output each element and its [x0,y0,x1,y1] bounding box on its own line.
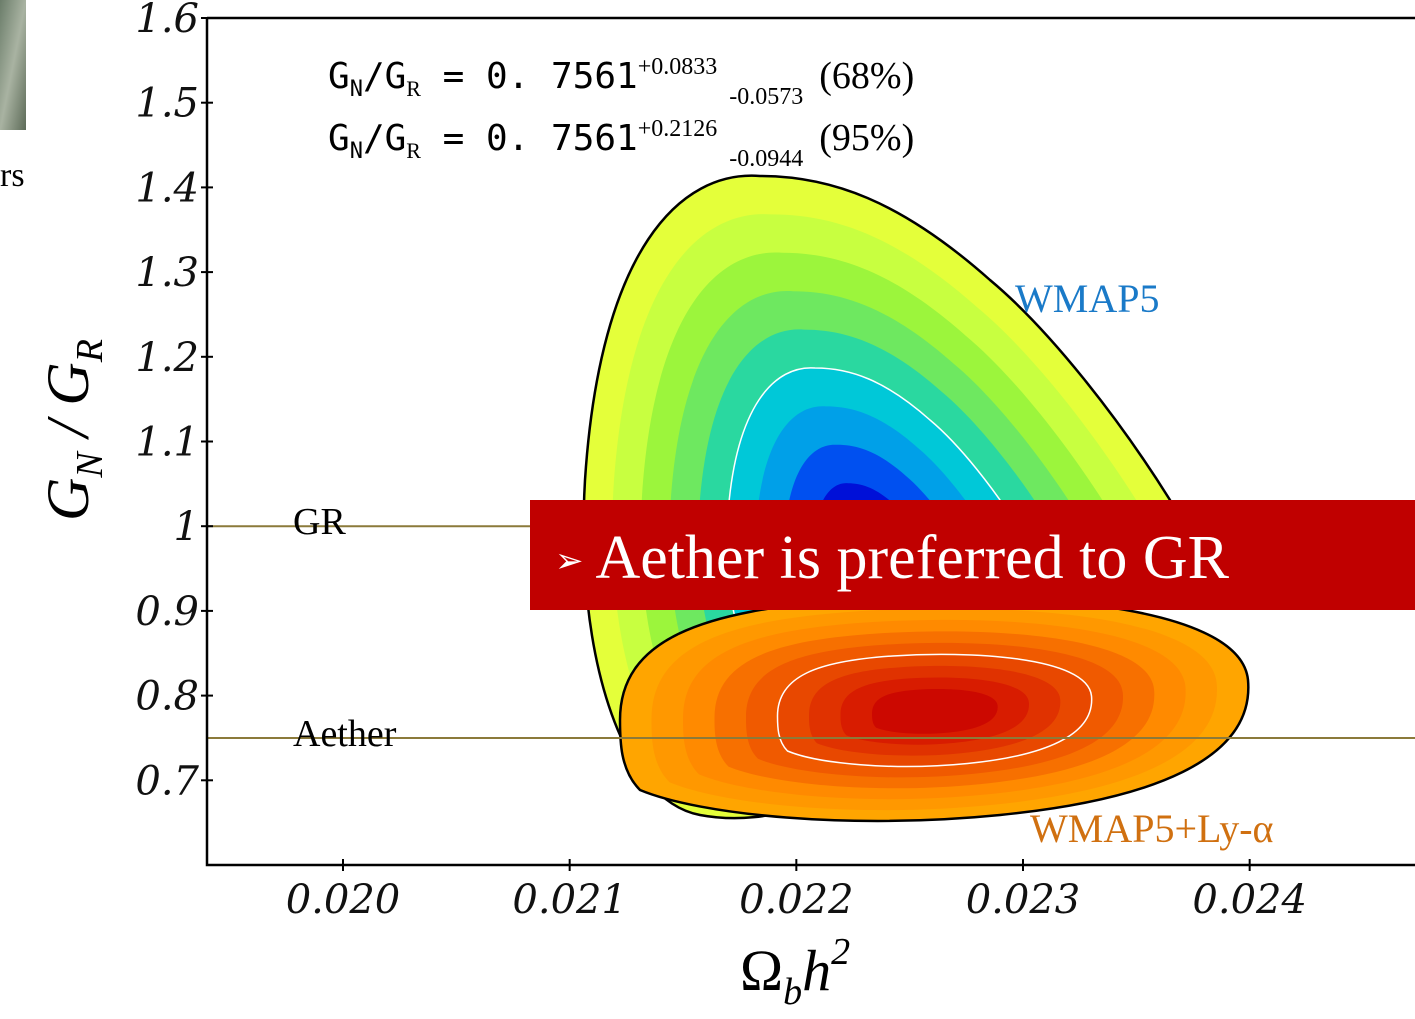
annotation-sub: N [350,139,363,164]
series-label: WMAP5+Ly-α [1030,806,1274,851]
y-title-sub2: R [69,339,111,363]
series-label: WMAP5 [1015,276,1159,321]
annotation-lhs: G [328,56,350,97]
y-tick-label: 1.3 [135,250,199,296]
sidebar-text: rs [0,157,25,194]
x-tick-label: 0.024 [1192,877,1307,923]
annotation-sub: R [406,138,421,163]
y-title-main2: / G [35,362,101,452]
y-tick-label: 0.9 [135,589,199,635]
annotation-level: (95%) [819,117,914,159]
y-tick-label: 0.8 [135,674,199,720]
x-tick-label: 0.020 [286,877,401,923]
annotation-sub: N [350,77,363,102]
annotation: GN/GR = 0. 7561+0.0833 -0.0573 (68%) [328,54,914,110]
x-title-sup: 2 [831,931,850,973]
y-title-main: G [35,478,101,521]
annotation-sub: R [406,76,421,101]
annotation-minus: -0.0573 [729,84,803,110]
y-tick-label: 1.1 [135,420,199,466]
annotation-plus: +0.0833 [638,54,718,80]
x-tick-label: 0.023 [966,877,1081,923]
banner-bullet: ➢ [555,543,584,580]
photo-thumbnail [0,0,26,130]
page: rs GRAether0.70.80.911.11.21.31.41.51.60… [0,0,1415,1019]
x-title-sub: b [783,971,802,1013]
y-tick-label: 1.4 [135,165,199,211]
y-tick-label: 1.6 [135,0,199,42]
annotation-value: = 0. 7561 [421,56,638,97]
annotation-mid: /G [363,56,406,97]
y-tick-label: 1.5 [135,81,199,127]
y-tick-label: 1.2 [135,335,199,381]
banner-text: ➢ Aether is preferred to GR [555,524,1230,592]
annotation-level: (68%) [819,55,914,97]
annotation-mid: /G [363,118,406,159]
y-title-sub: N [69,450,111,479]
annotation-minus: -0.0944 [729,146,803,172]
y-tick-label: 1 [174,504,199,550]
x-axis-title: Ωbh2 [740,931,850,1013]
x-tick-label: 0.022 [739,877,854,923]
annotation-lhs: G [328,118,350,159]
y-tick-label: 0.7 [135,758,199,804]
reference-label: GR [293,501,346,543]
annotation-plus: +0.2126 [638,116,718,142]
y-axis-title: GN / GR [35,339,111,521]
contours [584,176,1249,821]
reference-label: Aether [293,713,397,755]
annotation-value: = 0. 7561 [421,118,638,159]
x-tick-label: 0.021 [512,877,627,923]
banner-message: Aether is preferred to GR [596,524,1230,592]
x-title-main: Ω [740,938,783,1003]
chart: rs GRAether0.70.80.911.11.21.31.41.51.60… [0,0,1415,1019]
x-title-main2: h [802,938,831,1003]
annotation: GN/GR = 0. 7561+0.2126 -0.0944 (95%) [328,116,914,172]
